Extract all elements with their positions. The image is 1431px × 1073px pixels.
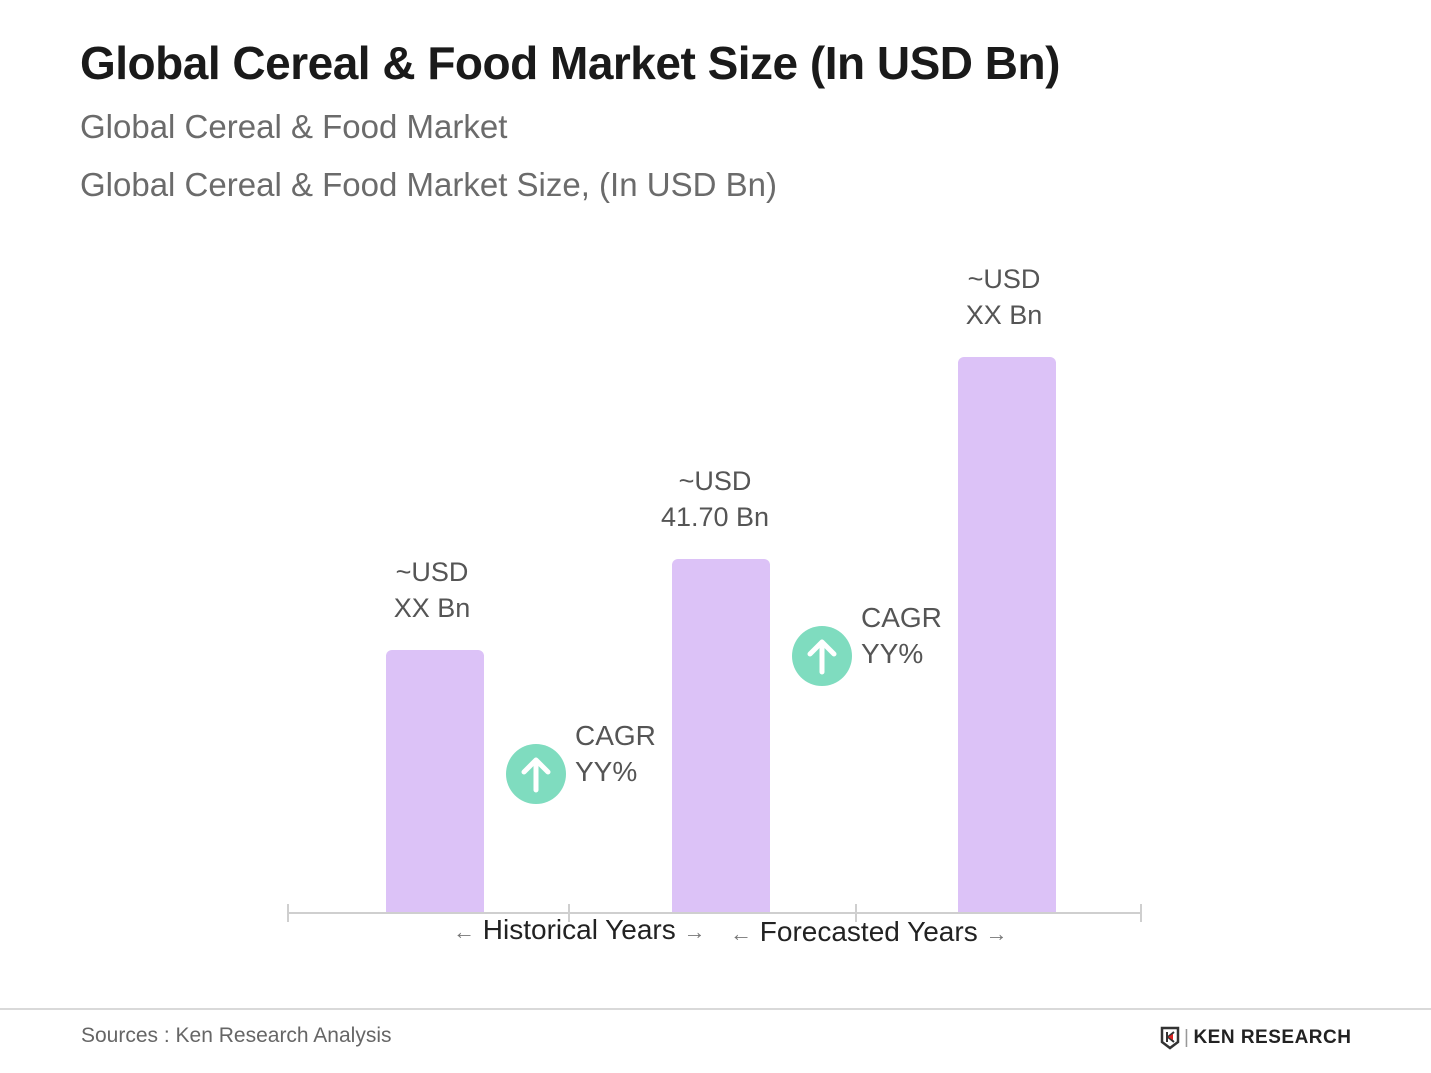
x-axis-tick xyxy=(855,904,857,922)
data-label-line: ~USD xyxy=(678,466,752,496)
ken-research-logo: | KEN RESEARCH xyxy=(1160,1026,1351,1050)
x-axis xyxy=(288,912,1141,914)
data-label-value: XX Bn xyxy=(393,592,471,623)
arrow-up-circle-icon xyxy=(506,744,566,804)
arrow-left-icon: ← xyxy=(730,921,752,946)
arrow-right-icon: → xyxy=(985,921,1008,946)
arrow-right-icon: → xyxy=(683,919,706,944)
bar xyxy=(958,356,1056,913)
bar xyxy=(672,559,770,913)
data-label-line: ~USD xyxy=(967,263,1041,294)
x-period-historical: ← Historical Years → xyxy=(453,914,706,946)
cagr-label: CAGR xyxy=(861,602,942,633)
cagr-value: YY% xyxy=(861,638,924,669)
chart-subtitle: Global Cereal & Food Market Size, (In US… xyxy=(80,166,777,203)
data-label: ~USD XX Bn xyxy=(904,261,1104,333)
source-note: Sources : Ken Research Analysis xyxy=(81,1024,392,1047)
arrow-left-icon: ← xyxy=(453,919,475,944)
bar xyxy=(386,649,484,913)
page-title: Global Cereal & Food Market Size (In USD… xyxy=(80,37,1060,89)
x-axis-tick xyxy=(1140,904,1142,922)
data-label-line: ~USD xyxy=(395,556,469,587)
period-label: Forecasted Years xyxy=(759,916,978,947)
cagr-label: CAGR xyxy=(575,720,656,751)
footer-divider xyxy=(0,1008,1431,1010)
ken-logo-icon xyxy=(1160,1026,1180,1050)
data-label-value: 41.70 Bn xyxy=(660,502,770,532)
data-label: ~USD XX Bn xyxy=(332,554,532,626)
bar-chart: CAGR YY% CAGR YY% ← Historical Years → ←… xyxy=(287,261,1142,948)
period-label: Historical Years xyxy=(482,914,676,945)
data-label-value: XX Bn xyxy=(965,299,1043,330)
x-period-forecasted: ← Forecasted Years → xyxy=(730,916,1007,948)
data-label: ~USD 41.70 Bn xyxy=(615,463,815,535)
cagr-value: YY% xyxy=(575,756,638,787)
logo-text: KEN RESEARCH xyxy=(1193,1027,1352,1048)
x-axis-tick xyxy=(568,904,570,922)
subtitle: Global Cereal & Food Market xyxy=(80,108,508,145)
x-axis-tick xyxy=(287,904,289,922)
arrow-up-circle-icon xyxy=(792,626,852,686)
